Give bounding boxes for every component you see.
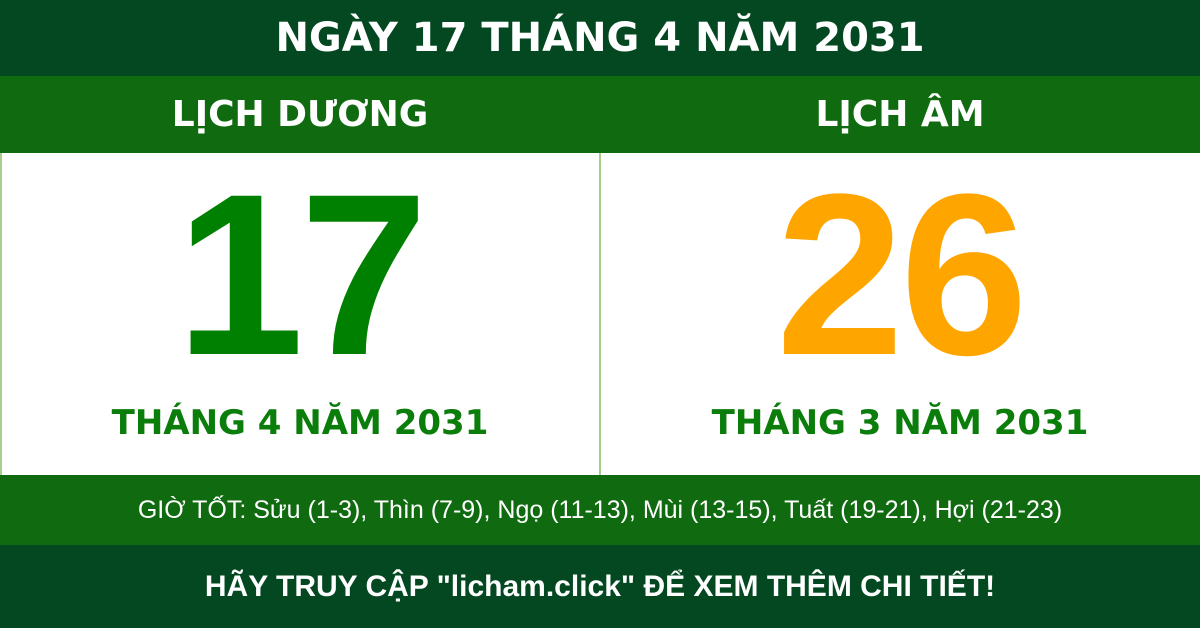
column-divider	[599, 153, 601, 475]
solar-month-year: THÁNG 4 NĂM 2031	[111, 403, 489, 443]
lunar-calendar-label: LỊCH ÂM	[815, 94, 985, 135]
good-hours: GIỜ TỐT: Sửu (1-3), Thìn (7-9), Ngọ (11-…	[0, 475, 1200, 545]
footer-cta: HÃY TRUY CẬP "licham.click" ĐỂ XEM THÊM …	[0, 545, 1200, 628]
lunar-day: 26	[776, 155, 1028, 395]
solar-column: 17 THÁNG 4 NĂM 2031	[0, 153, 600, 475]
solar-calendar-label: LỊCH DƯƠNG	[171, 94, 429, 135]
solar-day: 17	[176, 155, 428, 395]
calendar-body	[0, 153, 1200, 475]
lunar-column: 26 THÁNG 3 NĂM 2031	[600, 153, 1200, 475]
lunar-month-year: THÁNG 3 NĂM 2031	[711, 403, 1089, 443]
calendar-headers: LỊCH DƯƠNG LỊCH ÂM	[0, 76, 1200, 153]
page-title: NGÀY 17 THÁNG 4 NĂM 2031	[0, 0, 1200, 76]
